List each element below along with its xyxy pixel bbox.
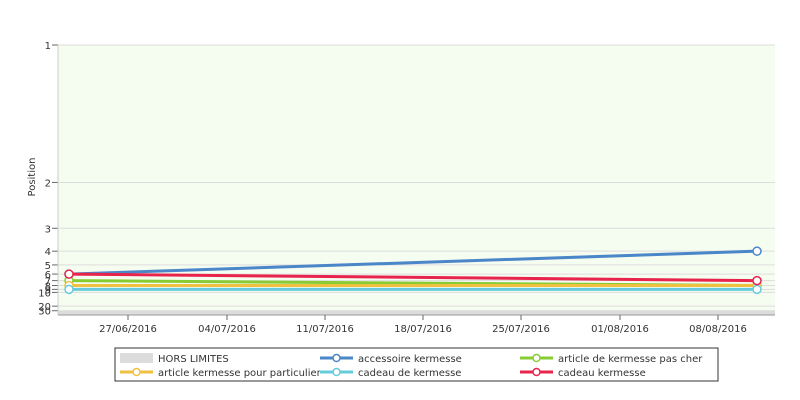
y-tick-label: 1 bbox=[45, 41, 51, 52]
y-tick-label: 9 bbox=[45, 285, 51, 296]
legend-item[interactable]: cadeau de kermesse bbox=[320, 367, 461, 379]
legend-marker bbox=[132, 367, 141, 377]
y-tick-label: 5 bbox=[45, 261, 51, 272]
y-tick-label: 4 bbox=[45, 247, 51, 258]
x-tick-label: 25/07/2016 bbox=[492, 324, 550, 335]
y-tick-label: 20 bbox=[38, 302, 51, 313]
legend-label: HORS LIMITES bbox=[158, 354, 229, 365]
x-tick-label: 08/08/2016 bbox=[689, 324, 747, 335]
plot-background bbox=[58, 45, 775, 311]
y-tick-label: 10 bbox=[38, 288, 51, 299]
legend-item[interactable]: article de kermesse pas cher bbox=[520, 353, 703, 365]
legend-label: article kermesse pour particulier bbox=[158, 368, 322, 379]
y-tick-label: 6 bbox=[45, 270, 51, 281]
x-tick-label: 18/07/2016 bbox=[394, 324, 452, 335]
legend-marker bbox=[532, 353, 541, 363]
x-tick-label: 11/07/2016 bbox=[296, 324, 354, 335]
series-line bbox=[68, 272, 758, 283]
x-tick-label: 01/08/2016 bbox=[591, 324, 649, 335]
series-line bbox=[68, 249, 758, 276]
legend-label: article de kermesse pas cher bbox=[558, 354, 703, 365]
legend-box bbox=[114, 347, 719, 382]
data-point[interactable] bbox=[64, 284, 74, 295]
series-layer bbox=[64, 246, 762, 295]
legend-label: accessoire kermesse bbox=[358, 354, 462, 365]
legend-marker bbox=[532, 367, 541, 377]
legend-label: cadeau kermesse bbox=[558, 368, 646, 379]
series bbox=[64, 269, 762, 286]
y-tick-label: 7 bbox=[45, 277, 51, 288]
legend-item[interactable]: accessoire kermesse bbox=[320, 353, 462, 365]
x-axis: 27/06/2016 04/07/2016 11/07/2016 18/07/2016… bbox=[58, 314, 775, 335]
y-tick-label: 8 bbox=[45, 282, 51, 293]
legend-marker bbox=[332, 367, 341, 377]
data-point[interactable] bbox=[752, 284, 762, 295]
legend: HORS LIMITES accessoire kermesse article d… bbox=[114, 347, 719, 382]
data-point[interactable] bbox=[752, 275, 762, 286]
out-of-range-band bbox=[58, 310, 775, 315]
data-point[interactable] bbox=[752, 246, 762, 256]
legend-item[interactable]: article kermesse pour particulier bbox=[120, 367, 322, 379]
x-tick-label: 04/07/2016 bbox=[198, 324, 256, 335]
legend-marker bbox=[332, 353, 341, 363]
y-tick-label: 3 bbox=[45, 224, 51, 235]
legend-item[interactable]: cadeau kermesse bbox=[520, 367, 646, 379]
legend-item[interactable]: HORS LIMITES bbox=[120, 353, 229, 365]
series bbox=[64, 284, 762, 295]
y-tick-label: 30 bbox=[38, 307, 51, 318]
y-tick-label: 2 bbox=[45, 178, 51, 189]
legend-label: cadeau de kermesse bbox=[358, 368, 461, 379]
plot-area bbox=[58, 45, 775, 315]
data-point[interactable] bbox=[64, 269, 74, 279]
y-axis-title: Position bbox=[27, 158, 38, 197]
legend-swatch bbox=[120, 353, 153, 363]
x-tick-label: 27/06/2016 bbox=[99, 324, 157, 335]
